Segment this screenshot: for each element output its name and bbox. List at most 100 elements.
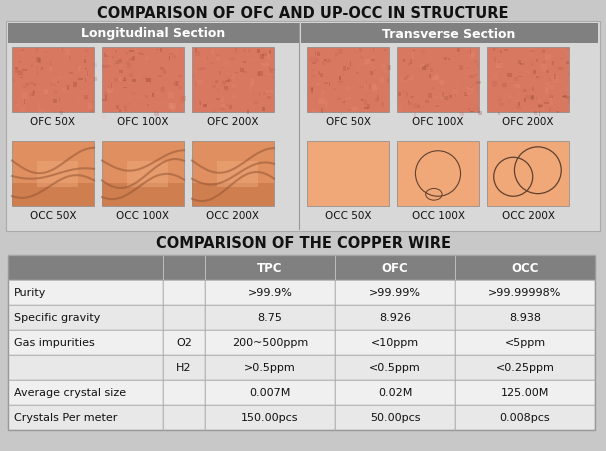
FancyBboxPatch shape xyxy=(492,82,497,87)
FancyBboxPatch shape xyxy=(104,92,108,96)
FancyBboxPatch shape xyxy=(38,103,40,109)
FancyBboxPatch shape xyxy=(84,96,88,100)
FancyBboxPatch shape xyxy=(251,79,254,85)
FancyBboxPatch shape xyxy=(461,113,464,117)
FancyBboxPatch shape xyxy=(152,94,154,98)
FancyBboxPatch shape xyxy=(230,106,232,110)
FancyBboxPatch shape xyxy=(531,62,533,67)
FancyBboxPatch shape xyxy=(243,72,245,74)
FancyBboxPatch shape xyxy=(538,105,542,108)
FancyBboxPatch shape xyxy=(454,88,456,90)
FancyBboxPatch shape xyxy=(102,184,184,207)
FancyBboxPatch shape xyxy=(550,103,553,106)
FancyBboxPatch shape xyxy=(498,98,502,101)
FancyBboxPatch shape xyxy=(345,98,351,101)
FancyBboxPatch shape xyxy=(128,97,131,102)
FancyBboxPatch shape xyxy=(435,97,437,100)
FancyBboxPatch shape xyxy=(224,87,228,90)
FancyBboxPatch shape xyxy=(345,85,347,88)
FancyBboxPatch shape xyxy=(84,60,87,64)
FancyBboxPatch shape xyxy=(164,74,168,77)
FancyBboxPatch shape xyxy=(454,95,456,97)
FancyBboxPatch shape xyxy=(219,72,221,76)
FancyBboxPatch shape xyxy=(221,108,222,111)
FancyBboxPatch shape xyxy=(359,63,361,65)
FancyBboxPatch shape xyxy=(65,50,70,56)
FancyBboxPatch shape xyxy=(250,83,252,89)
FancyBboxPatch shape xyxy=(141,103,142,105)
FancyBboxPatch shape xyxy=(566,62,569,65)
FancyBboxPatch shape xyxy=(107,64,110,69)
FancyBboxPatch shape xyxy=(192,184,274,207)
FancyBboxPatch shape xyxy=(136,50,139,57)
FancyBboxPatch shape xyxy=(547,70,549,74)
FancyBboxPatch shape xyxy=(15,70,18,74)
Text: <5ppm: <5ppm xyxy=(504,338,545,348)
FancyBboxPatch shape xyxy=(549,85,555,90)
FancyBboxPatch shape xyxy=(105,96,107,100)
FancyBboxPatch shape xyxy=(467,52,468,54)
FancyBboxPatch shape xyxy=(502,84,507,87)
FancyBboxPatch shape xyxy=(164,101,167,106)
FancyBboxPatch shape xyxy=(364,83,368,90)
FancyBboxPatch shape xyxy=(216,57,220,61)
FancyBboxPatch shape xyxy=(30,94,35,97)
FancyBboxPatch shape xyxy=(8,255,163,281)
FancyBboxPatch shape xyxy=(127,54,128,55)
FancyBboxPatch shape xyxy=(425,65,429,68)
Text: 150.00pcs: 150.00pcs xyxy=(241,413,299,423)
FancyBboxPatch shape xyxy=(12,48,94,113)
FancyBboxPatch shape xyxy=(470,112,474,113)
FancyBboxPatch shape xyxy=(508,101,510,103)
FancyBboxPatch shape xyxy=(269,69,273,74)
FancyBboxPatch shape xyxy=(195,83,196,87)
FancyBboxPatch shape xyxy=(341,112,342,116)
FancyBboxPatch shape xyxy=(335,54,338,57)
FancyBboxPatch shape xyxy=(321,74,323,78)
FancyBboxPatch shape xyxy=(78,78,83,81)
FancyBboxPatch shape xyxy=(456,49,460,52)
FancyBboxPatch shape xyxy=(379,78,384,84)
Text: 0.007M: 0.007M xyxy=(249,388,291,398)
FancyBboxPatch shape xyxy=(24,100,25,105)
FancyBboxPatch shape xyxy=(513,84,520,89)
FancyBboxPatch shape xyxy=(12,184,94,207)
FancyBboxPatch shape xyxy=(228,79,230,82)
FancyBboxPatch shape xyxy=(316,83,321,87)
FancyBboxPatch shape xyxy=(62,48,63,51)
FancyBboxPatch shape xyxy=(15,68,18,70)
FancyBboxPatch shape xyxy=(371,60,375,62)
FancyBboxPatch shape xyxy=(367,105,370,108)
FancyBboxPatch shape xyxy=(448,96,452,98)
FancyBboxPatch shape xyxy=(260,55,264,60)
FancyBboxPatch shape xyxy=(270,83,276,85)
FancyBboxPatch shape xyxy=(373,49,375,52)
FancyBboxPatch shape xyxy=(78,66,81,72)
FancyBboxPatch shape xyxy=(565,107,567,108)
FancyBboxPatch shape xyxy=(38,59,41,64)
FancyBboxPatch shape xyxy=(147,105,149,107)
FancyBboxPatch shape xyxy=(431,87,433,90)
Text: OFC 100X: OFC 100X xyxy=(412,117,464,127)
FancyBboxPatch shape xyxy=(107,89,113,94)
FancyBboxPatch shape xyxy=(20,78,22,79)
FancyBboxPatch shape xyxy=(544,102,548,105)
FancyBboxPatch shape xyxy=(333,89,336,91)
FancyBboxPatch shape xyxy=(322,92,324,96)
FancyBboxPatch shape xyxy=(126,62,128,65)
FancyBboxPatch shape xyxy=(174,82,179,87)
FancyBboxPatch shape xyxy=(562,97,567,101)
FancyBboxPatch shape xyxy=(233,85,238,87)
FancyBboxPatch shape xyxy=(444,58,447,60)
FancyBboxPatch shape xyxy=(442,93,444,98)
FancyBboxPatch shape xyxy=(455,355,595,380)
FancyBboxPatch shape xyxy=(566,97,570,100)
FancyBboxPatch shape xyxy=(410,97,414,99)
FancyBboxPatch shape xyxy=(532,87,534,92)
FancyBboxPatch shape xyxy=(12,142,94,207)
FancyBboxPatch shape xyxy=(555,79,558,84)
FancyBboxPatch shape xyxy=(447,103,449,106)
FancyBboxPatch shape xyxy=(321,109,323,114)
FancyBboxPatch shape xyxy=(467,69,470,70)
FancyBboxPatch shape xyxy=(540,108,544,110)
